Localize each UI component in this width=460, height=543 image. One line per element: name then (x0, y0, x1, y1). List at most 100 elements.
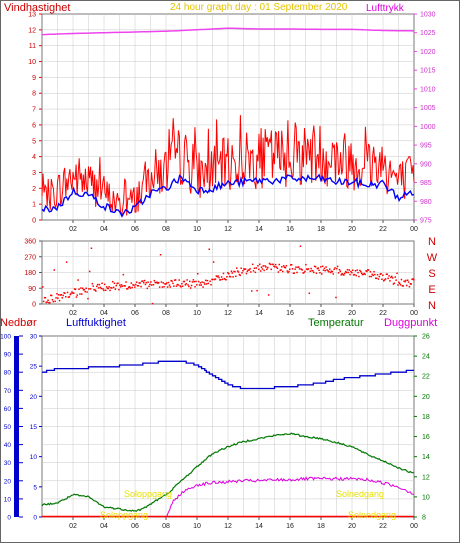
direction-point (74, 288, 77, 291)
humidity-tick-label: 70 (4, 388, 12, 395)
direction-point (140, 285, 142, 288)
direction-point (398, 282, 401, 285)
direction-point (336, 265, 339, 268)
direction-point (265, 266, 267, 268)
direction-point (230, 270, 233, 272)
direction-point (93, 289, 95, 291)
direction-point (319, 272, 321, 274)
direction-point (155, 281, 157, 284)
chart-title: 24 hour graph day : 01 September 2020 (170, 2, 348, 13)
pressure-tick-label: 980 (420, 199, 432, 206)
direction-point (368, 275, 371, 278)
direction-point (211, 278, 213, 281)
direction-point (357, 271, 359, 274)
direction-point (113, 282, 116, 284)
direction-point (216, 275, 218, 278)
direction-point (63, 292, 65, 294)
direction-point (413, 279, 415, 281)
direction-point (327, 270, 329, 272)
direction-point (159, 254, 162, 256)
direction-point (56, 293, 58, 295)
wind-speed-tick-label: 2 (32, 186, 36, 193)
direction-point (251, 263, 254, 266)
direction-point (267, 266, 269, 269)
direction-point (399, 284, 402, 286)
direction-point (373, 270, 375, 273)
direction-point (232, 276, 234, 278)
direction-point (248, 269, 250, 271)
direction-point (116, 282, 118, 285)
direction-point (239, 274, 241, 277)
x-tick-label: 20 (348, 226, 356, 233)
x-tick-label: 06 (131, 226, 139, 233)
direction-point (344, 272, 346, 275)
direction-point (139, 282, 141, 284)
direction-point (65, 261, 68, 263)
direction-point (154, 281, 156, 284)
direction-point (290, 264, 292, 266)
direction-point (303, 271, 305, 274)
humidity-tick-label: 60 (4, 406, 12, 413)
direction-point (119, 286, 122, 288)
direction-point (274, 263, 277, 266)
direction-point (138, 282, 140, 284)
direction-point (96, 283, 99, 286)
direction-point (290, 264, 293, 266)
direction-point (312, 270, 314, 272)
rain-mm-tick-label: 5 (33, 484, 37, 491)
direction-point (236, 267, 238, 269)
direction-point (349, 273, 351, 276)
temperature-tick-label: 8 (422, 515, 426, 522)
direction-point (246, 270, 249, 273)
direction-point (48, 301, 50, 304)
direction-point (199, 282, 202, 284)
direction-point (118, 288, 120, 291)
direction-point (196, 284, 198, 286)
direction-point (284, 267, 287, 269)
direction-point (253, 267, 256, 269)
x-tick-label: 10 (193, 523, 201, 530)
direction-point (61, 297, 63, 299)
direction-point (241, 272, 243, 274)
temperature-tick-label: 24 (422, 354, 430, 361)
direction-point (322, 269, 325, 271)
direction-point (347, 271, 350, 274)
climate-time-axis: 02 04 06 08 10 12 14 16 18 20 22 00 (69, 517, 418, 530)
direction-point (197, 280, 200, 283)
direction-point (215, 275, 218, 277)
direction-point (100, 287, 102, 290)
direction-point (412, 278, 414, 280)
direction-point (355, 274, 357, 277)
direction-point (321, 273, 323, 275)
wind-speed-tick-label: 4 (32, 154, 36, 161)
direction-point (391, 275, 393, 278)
direction-point (226, 276, 228, 278)
direction-point (353, 273, 356, 276)
x-tick-label: 02 (69, 523, 77, 530)
direction-point (112, 286, 115, 289)
direction-point (202, 286, 204, 288)
direction-point (163, 286, 165, 288)
direction-point (387, 277, 389, 280)
direction-point (208, 248, 210, 250)
temperature-line (41, 432, 415, 513)
direction-point (104, 289, 107, 291)
direction-point (278, 263, 280, 266)
direction-point (313, 271, 315, 274)
direction-point (382, 274, 384, 276)
direction-point (259, 270, 262, 272)
rain-scale-bar (14, 336, 19, 517)
humidity-tick-label: 50 (4, 424, 12, 431)
direction-point (400, 278, 403, 281)
direction-point (72, 292, 74, 294)
direction-point (255, 267, 257, 269)
compass-label: E (428, 284, 435, 296)
direction-point (271, 263, 273, 266)
x-tick-label: 00 (410, 310, 418, 317)
direction-point (408, 286, 411, 288)
pressure-tick-label: 1010 (420, 86, 436, 93)
direction-point (289, 268, 291, 270)
direction-point (80, 287, 82, 289)
